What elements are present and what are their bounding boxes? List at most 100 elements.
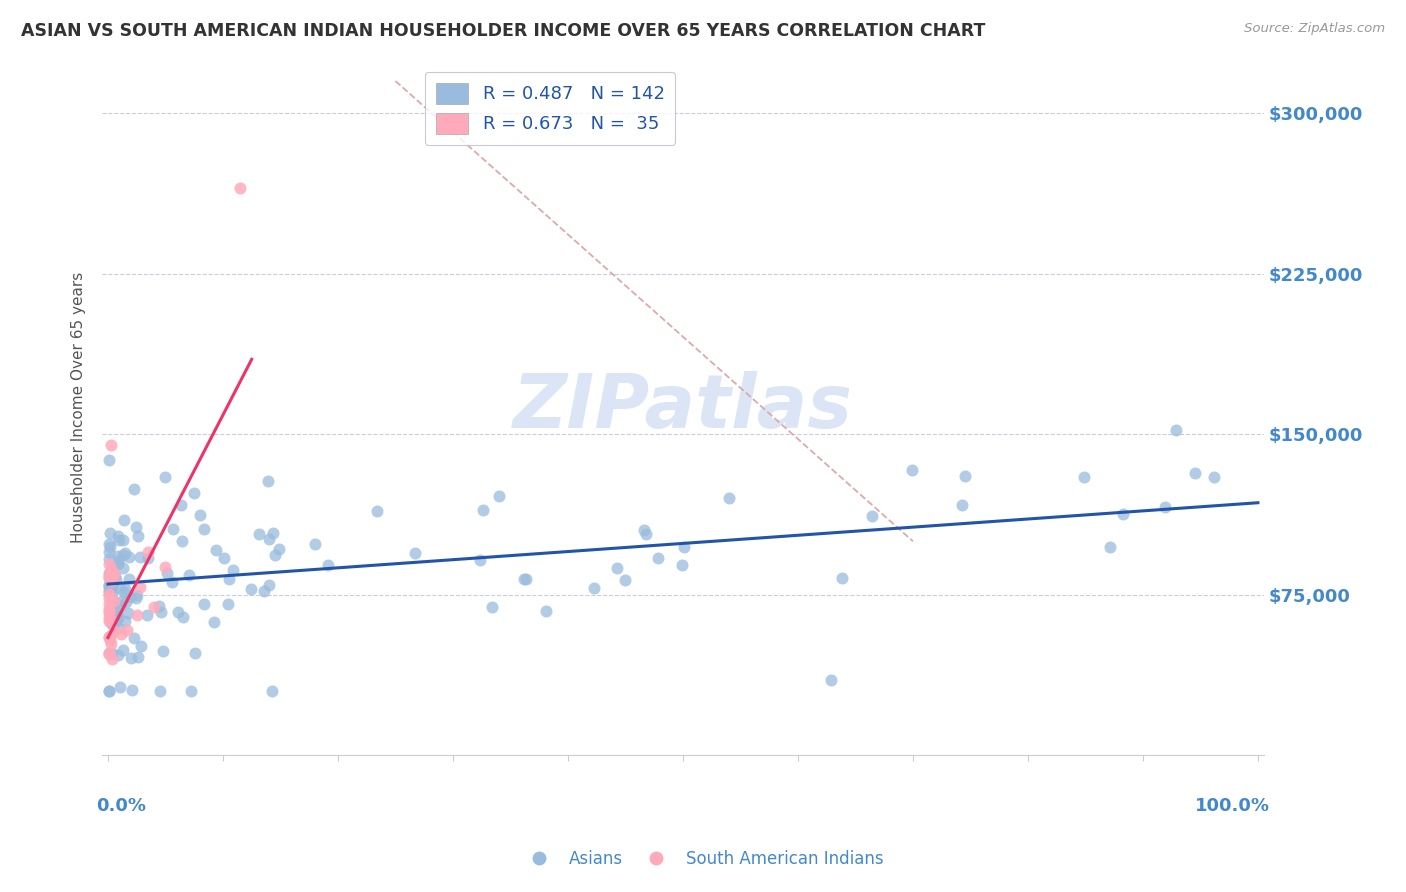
Point [103,594,125,608]
Text: 0.0%: 0.0% [97,797,146,815]
Point [160,574,183,589]
Point [125,519,148,533]
Point [98,611,121,625]
Point [120,651,142,665]
Point [1154,500,1177,514]
Point [112,513,135,527]
Point [148,599,170,614]
Point [100,438,122,452]
Point [149,684,172,698]
Point [260,684,283,698]
Point [98,602,121,616]
Point [98,630,121,644]
Point [121,683,143,698]
Point [606,561,628,575]
Point [125,591,148,606]
Point [122,631,145,645]
Point [128,549,150,564]
Point [98,570,121,584]
Point [107,554,129,568]
Point [98,583,121,598]
Point [104,569,127,583]
Point [98,552,121,566]
Point [98,537,121,551]
Point [152,644,174,658]
Point [107,533,129,547]
Point [1073,469,1095,483]
Point [118,572,141,586]
Point [672,540,695,554]
Point [671,558,693,572]
Point [108,599,131,613]
Point [253,584,276,599]
Point [512,572,534,586]
Point [98,558,121,572]
Text: ASIAN VS SOUTH AMERICAN INDIAN HOUSEHOLDER INCOME OVER 65 YEARS CORRELATION CHAR: ASIAN VS SOUTH AMERICAN INDIAN HOUSEHOLD… [21,22,986,40]
Point [98,585,121,599]
Point [103,618,125,632]
Point [100,581,122,595]
Point [1112,508,1135,522]
Point [127,588,149,602]
Point [107,529,129,543]
Point [101,573,124,587]
Point [103,624,125,638]
Point [107,648,129,663]
Point [101,651,124,665]
Point [98,580,121,594]
Point [633,523,655,537]
Point [366,504,388,518]
Point [190,508,212,522]
Point [100,615,122,630]
Point [183,486,205,500]
Point [488,489,510,503]
Point [98,632,121,647]
Point [269,542,291,557]
Point [820,673,842,688]
Point [180,684,202,698]
Point [167,605,190,619]
Legend: R = 0.487   N = 142, R = 0.673   N =  35: R = 0.487 N = 142, R = 0.673 N = 35 [425,72,675,145]
Point [114,546,136,560]
Point [127,649,149,664]
Point [112,643,135,657]
Point [115,624,138,638]
Point [222,563,245,577]
Point [98,684,121,698]
Point [468,552,491,566]
Point [98,540,121,554]
Point [202,615,225,629]
Point [127,529,149,543]
Point [120,590,142,604]
Point [108,621,131,635]
Point [614,573,637,587]
Point [100,629,122,643]
Point [98,452,121,467]
Point [100,577,122,591]
Point [103,566,125,580]
Point [98,631,121,645]
Point [98,646,121,660]
Point [1164,423,1187,437]
Point [98,597,121,611]
Point [98,606,121,620]
Point [114,614,136,628]
Point [98,578,121,592]
Point [98,646,121,660]
Point [98,587,121,601]
Point [153,469,176,483]
Point [247,527,270,541]
Point [316,558,339,573]
Point [107,558,129,572]
Point [143,600,166,615]
Point [98,568,121,582]
Point [263,549,285,563]
Point [471,503,494,517]
Point [110,581,132,595]
Point [1098,540,1121,554]
Point [98,526,121,541]
Point [953,469,976,483]
Point [115,595,138,609]
Point [98,577,121,591]
Point [170,533,193,548]
